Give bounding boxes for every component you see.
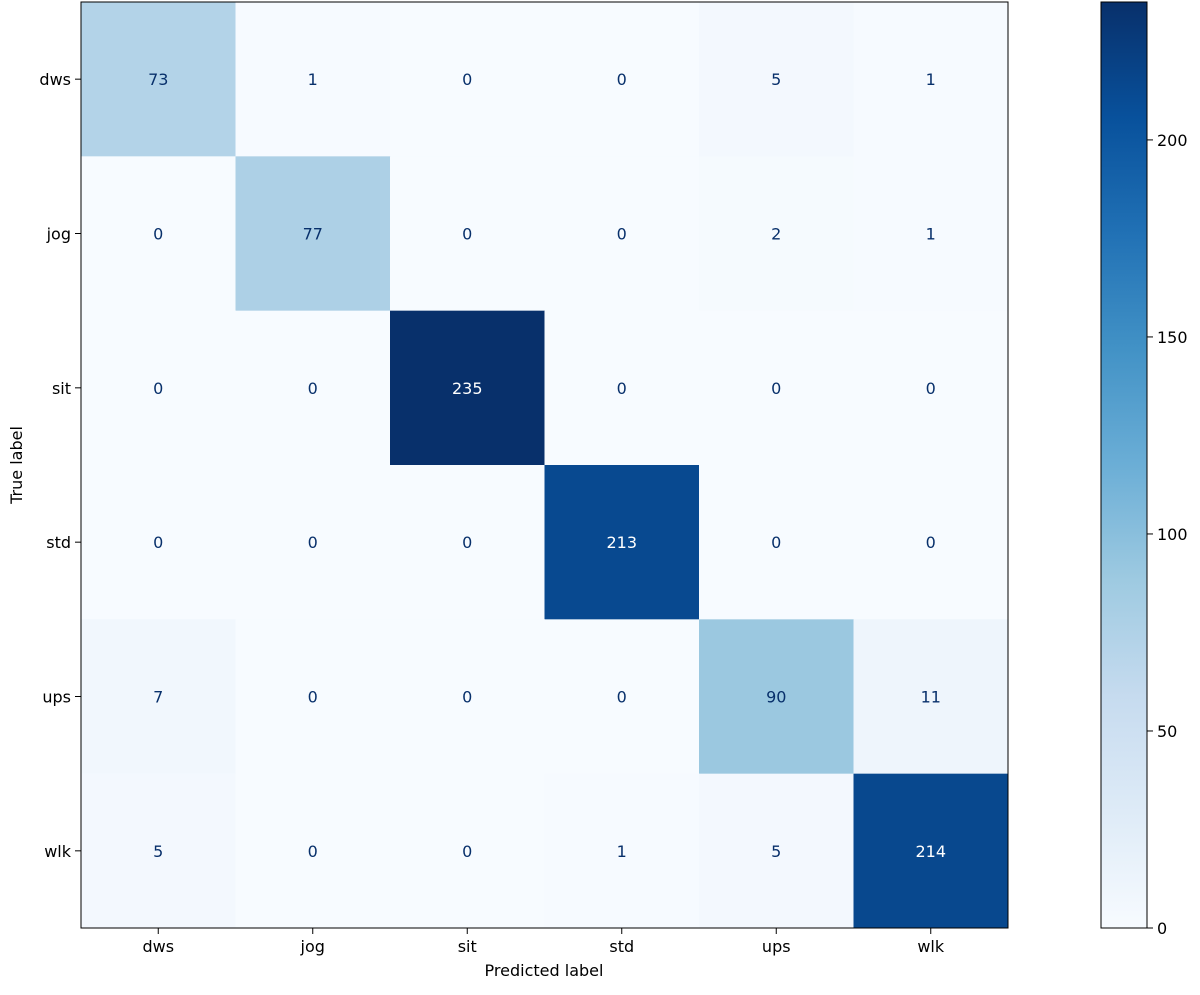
heatmap-cell [81, 2, 236, 157]
colorbar-tick-label: 100 [1157, 525, 1188, 544]
heatmap-cell [699, 465, 854, 620]
cell-value-label: 0 [926, 379, 936, 398]
x-tick-label: dws [142, 937, 174, 956]
cell-value-label: 1 [308, 70, 318, 89]
cell-value-label: 0 [308, 533, 318, 552]
y-tick-label: sit [52, 379, 71, 398]
y-tick-label: jog [46, 225, 71, 244]
heatmap-cell [81, 465, 236, 620]
heatmap-cell [544, 773, 700, 929]
cell-value-label: 0 [462, 688, 472, 707]
cell-value-label: 11 [921, 688, 941, 707]
x-tick-label: jog [300, 937, 325, 956]
heatmap-cell [81, 773, 236, 929]
heatmap-cell [699, 619, 854, 775]
cell-value-label: 5 [771, 70, 781, 89]
cell-value-label: 0 [462, 533, 472, 552]
x-tick-label: ups [762, 937, 791, 956]
heatmap-cell [853, 310, 1009, 466]
heatmap-cell [853, 465, 1009, 620]
cell-value-label: 0 [771, 533, 781, 552]
cell-value-label: 0 [153, 379, 163, 398]
cell-value-label: 0 [617, 225, 627, 244]
heatmap-cell [544, 310, 700, 466]
heatmap-cell [235, 2, 391, 157]
cell-value-labels: 73 1 0 0 5 10 77 0 0 2 10 0 235 0 0 00 0 0 213 0 07 0 0 0 90 115 0… [148, 70, 946, 861]
cell-value-label: 0 [617, 379, 627, 398]
cell-value-label: 1 [617, 842, 627, 861]
y-tick-label: wlk [44, 842, 72, 861]
y-axis-ticks: dws jog sit std ups wlk [39, 70, 81, 861]
cell-value-label: 235 [452, 379, 483, 398]
cell-value-label: 0 [462, 225, 472, 244]
heatmap-cell [235, 465, 391, 620]
heatmap-cell [390, 619, 545, 775]
heatmap-cell [390, 156, 545, 312]
heatmap-cell [390, 2, 545, 157]
cell-value-label: 77 [303, 225, 323, 244]
colorbar-tick-label: 150 [1157, 328, 1188, 347]
heatmap-cell [235, 619, 391, 775]
heatmap-cell [544, 465, 700, 620]
heatmap-cell [853, 156, 1009, 312]
x-tick-label: sit [458, 937, 477, 956]
x-tick-label: std [609, 937, 634, 956]
cell-value-label: 1 [926, 70, 936, 89]
heatmap-cell [544, 156, 700, 312]
cell-value-label: 5 [153, 842, 163, 861]
heatmap-cell [235, 156, 391, 312]
heatmap-cell [853, 2, 1009, 157]
heatmap-cell [699, 310, 854, 466]
cell-value-label: 5 [771, 842, 781, 861]
cell-value-label: 2 [771, 225, 781, 244]
colorbar-tick-label: 0 [1157, 919, 1167, 938]
x-tick-label: wlk [917, 937, 945, 956]
cell-value-label: 0 [153, 533, 163, 552]
y-axis-title: True label [7, 426, 26, 505]
cell-value-label: 0 [462, 842, 472, 861]
cell-value-label: 0 [308, 688, 318, 707]
colorbar-tick-label: 50 [1157, 722, 1177, 741]
heatmap-cell [544, 2, 700, 157]
cell-value-label: 0 [462, 70, 472, 89]
cell-value-label: 0 [617, 70, 627, 89]
heatmap-cell [390, 465, 545, 620]
heatmap-cell [390, 773, 545, 929]
heatmap-cell [853, 619, 1009, 775]
y-tick-label: ups [42, 688, 71, 707]
y-tick-label: std [46, 533, 71, 552]
colorbar [1100, 1, 1148, 929]
y-tick-label: dws [39, 70, 71, 89]
cell-value-label: 0 [308, 379, 318, 398]
cell-value-label: 0 [617, 688, 627, 707]
cell-value-label: 213 [606, 533, 637, 552]
heatmap-cells [81, 2, 1009, 929]
heatmap-cell [544, 619, 700, 775]
plot-frame [80, 1, 1009, 929]
heatmap-cell [81, 156, 236, 312]
colorbar-ticks: 0 50 100 150 200 [1147, 131, 1188, 938]
cell-value-label: 7 [153, 688, 163, 707]
cell-value-label: 0 [926, 533, 936, 552]
heatmap-cell [81, 619, 236, 775]
heatmap-cell [699, 2, 854, 157]
cell-value-label: 0 [153, 225, 163, 244]
cell-value-label: 1 [926, 225, 936, 244]
cell-value-label: 0 [771, 379, 781, 398]
colorbar-tick-label: 200 [1157, 131, 1188, 150]
cell-value-label: 73 [148, 70, 168, 89]
x-axis-ticks: dws jog sit std ups wlk [142, 928, 945, 956]
heatmap-cell [235, 310, 391, 466]
cell-value-label: 90 [766, 688, 786, 707]
cell-value-label: 0 [308, 842, 318, 861]
cell-value-label: 214 [915, 842, 946, 861]
heatmap-cell [390, 310, 545, 466]
heatmap-cell [699, 156, 854, 312]
heatmap-cell [699, 773, 854, 929]
heatmap-cell [81, 310, 236, 466]
heatmap-cell [235, 773, 391, 929]
x-axis-title: Predicted label [485, 961, 604, 980]
heatmap-cell [853, 773, 1009, 929]
